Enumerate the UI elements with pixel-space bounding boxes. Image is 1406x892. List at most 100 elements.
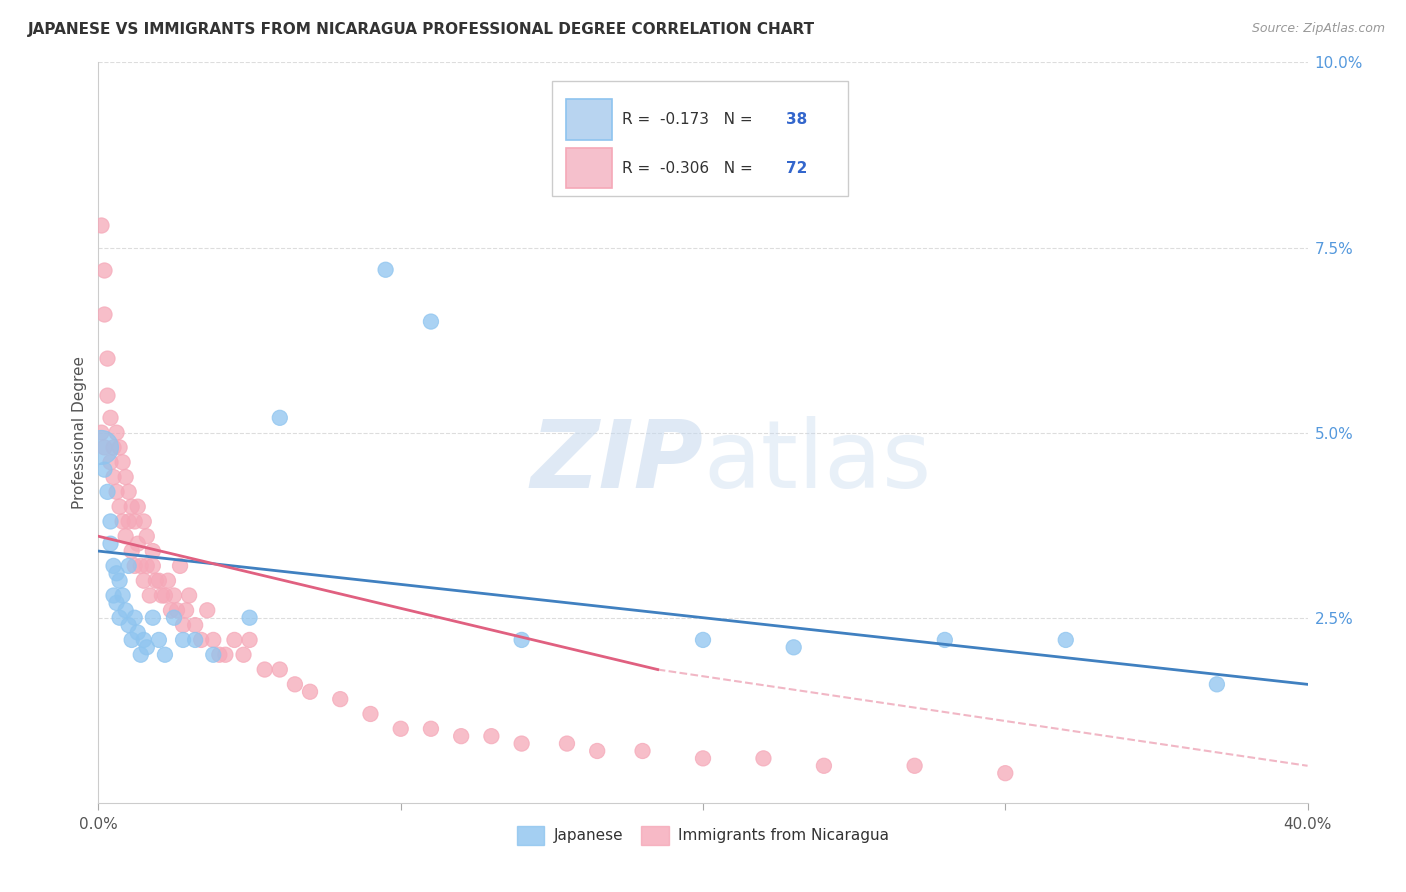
Point: [156, 574, 179, 588]
Point: [132, 515, 155, 529]
FancyBboxPatch shape: [551, 81, 848, 195]
Point: [148, 632, 170, 647]
Point: [103, 589, 125, 603]
Point: [142, 558, 165, 573]
Point: [224, 632, 246, 647]
Point: [105, 596, 128, 610]
Point: [692, 751, 714, 765]
Point: [127, 625, 149, 640]
Point: [114, 470, 136, 484]
Point: [135, 529, 157, 543]
Point: [135, 558, 157, 573]
Point: [184, 618, 207, 632]
Point: [90, 219, 112, 233]
Point: [93, 307, 115, 321]
Point: [121, 632, 143, 647]
Point: [103, 470, 125, 484]
Point: [114, 529, 136, 543]
Point: [118, 618, 141, 632]
Point: [172, 632, 194, 647]
Point: [100, 455, 122, 469]
Text: R =  -0.306   N =: R = -0.306 N =: [621, 161, 758, 176]
Point: [202, 632, 225, 647]
Point: [96, 388, 118, 402]
Point: [111, 455, 134, 469]
Text: Source: ZipAtlas.com: Source: ZipAtlas.com: [1251, 22, 1385, 36]
Point: [269, 663, 291, 677]
Point: [127, 500, 149, 514]
Point: [105, 484, 128, 499]
Point: [121, 500, 143, 514]
Point: [208, 648, 231, 662]
Point: [163, 589, 186, 603]
Point: [299, 685, 322, 699]
Point: [195, 603, 218, 617]
Point: [239, 610, 262, 624]
Point: [93, 441, 115, 455]
Point: [586, 744, 609, 758]
Text: ZIP: ZIP: [530, 417, 703, 508]
Point: [166, 603, 188, 617]
Point: [374, 262, 396, 277]
Point: [153, 589, 176, 603]
Point: [148, 574, 170, 588]
Point: [90, 425, 112, 440]
Point: [139, 589, 162, 603]
Point: [752, 751, 775, 765]
Point: [239, 632, 262, 647]
FancyBboxPatch shape: [567, 99, 613, 140]
Point: [253, 663, 276, 677]
Text: JAPANESE VS IMMIGRANTS FROM NICARAGUA PROFESSIONAL DEGREE CORRELATION CHART: JAPANESE VS IMMIGRANTS FROM NICARAGUA PR…: [28, 22, 815, 37]
Point: [111, 515, 134, 529]
Point: [108, 610, 131, 624]
Point: [124, 515, 146, 529]
Point: [232, 648, 254, 662]
Point: [934, 632, 956, 647]
Point: [510, 737, 533, 751]
Point: [103, 558, 125, 573]
Point: [163, 610, 186, 624]
Point: [904, 758, 927, 772]
Point: [90, 441, 112, 455]
Point: [153, 648, 176, 662]
Point: [100, 515, 122, 529]
Point: [129, 558, 152, 573]
Point: [108, 441, 131, 455]
Point: [284, 677, 307, 691]
Point: [172, 618, 194, 632]
Point: [783, 640, 806, 655]
Point: [132, 632, 155, 647]
Point: [96, 484, 118, 499]
Point: [124, 610, 146, 624]
Point: [96, 351, 118, 366]
Text: 38: 38: [786, 112, 807, 127]
Point: [103, 441, 125, 455]
Point: [142, 610, 165, 624]
Point: [93, 462, 115, 476]
Point: [1054, 632, 1077, 647]
Point: [179, 589, 201, 603]
Point: [813, 758, 835, 772]
Point: [127, 536, 149, 550]
Point: [994, 766, 1017, 780]
Point: [118, 515, 141, 529]
Point: [174, 603, 197, 617]
Text: R =  -0.173   N =: R = -0.173 N =: [621, 112, 758, 127]
Point: [129, 648, 152, 662]
Point: [214, 648, 236, 662]
Point: [105, 566, 128, 581]
Point: [142, 544, 165, 558]
Point: [450, 729, 472, 743]
Point: [420, 722, 443, 736]
Point: [108, 500, 131, 514]
Point: [269, 410, 291, 425]
Point: [124, 558, 146, 573]
Point: [420, 314, 443, 328]
Point: [692, 632, 714, 647]
Point: [555, 737, 578, 751]
Point: [169, 558, 191, 573]
Point: [481, 729, 503, 743]
Point: [631, 744, 654, 758]
Point: [360, 706, 382, 721]
Point: [93, 262, 115, 277]
